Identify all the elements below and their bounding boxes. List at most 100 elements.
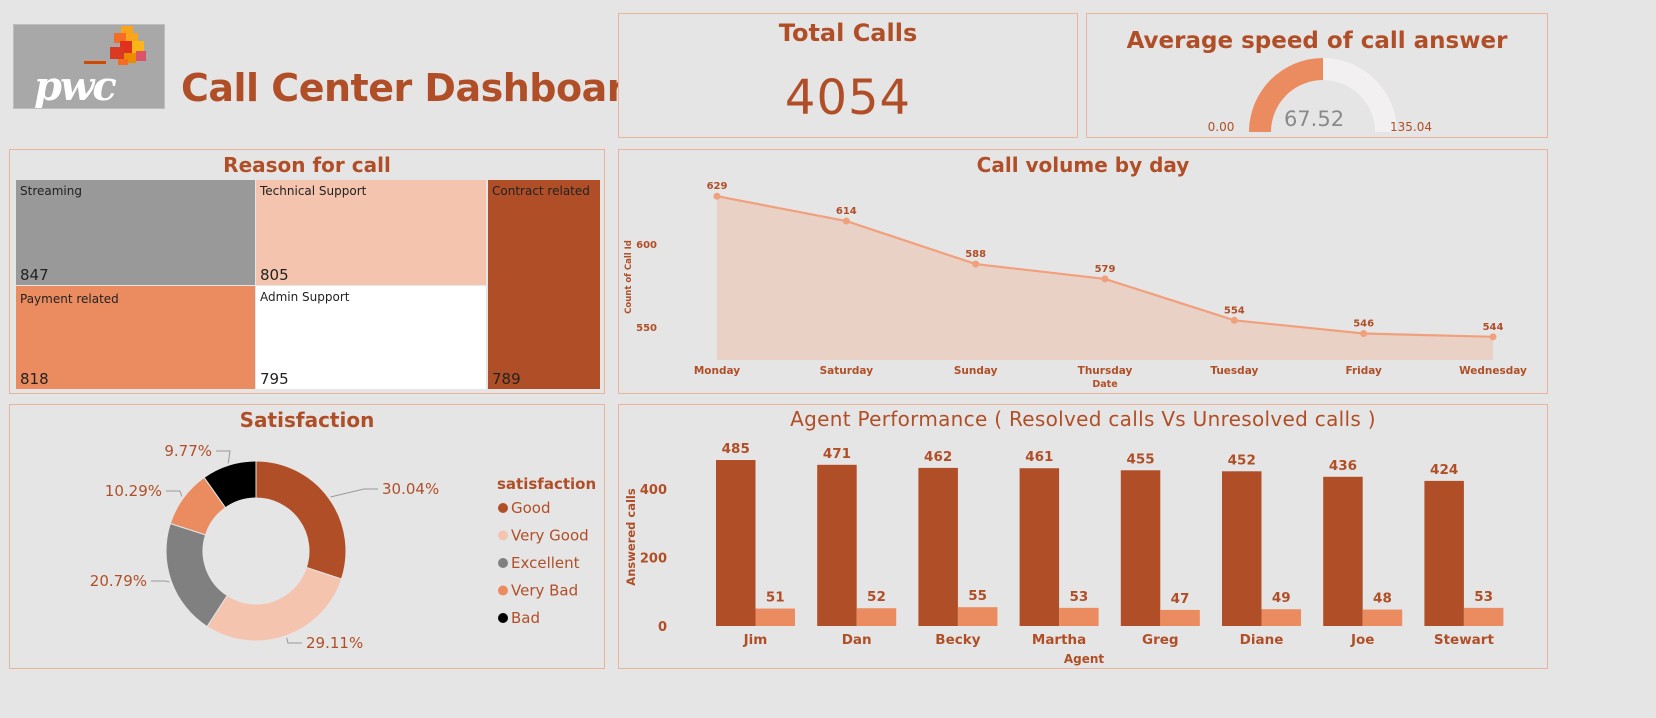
bar (1424, 480, 1464, 626)
agent-performance-title: Agent Performance ( Resolved calls Vs Un… (790, 407, 1376, 431)
treemap-tile-technical-support[interactable]: Technical Support 805 (256, 180, 486, 285)
data-point (1360, 330, 1368, 338)
tile-label: Contract related (492, 184, 590, 198)
data-label: 614 (836, 206, 857, 217)
legend-title: satisfaction (497, 475, 596, 493)
treemap-tile-admin-support[interactable]: Admin Support 795 (256, 286, 486, 389)
slice-label: 20.79% (90, 572, 147, 590)
bar-value-label: 49 (1272, 590, 1291, 606)
y-tick-label: 0 (658, 620, 667, 635)
x-tick-label: Thursday (1078, 365, 1133, 377)
bar-value-label: 452 (1228, 452, 1256, 468)
avg-speed-title: Average speed of call answer (1126, 28, 1508, 54)
x-tick-label: Jim (743, 632, 768, 648)
donut-slice (206, 566, 343, 642)
bar (1463, 607, 1504, 626)
bar (1323, 476, 1363, 626)
call-volume-panel: Call volume by day 629 Monday 614 Saturday 5… (618, 149, 1548, 394)
bar-value-label: 48 (1373, 591, 1392, 607)
satisfaction-panel: Satisfaction 30.04% 29.11% 20.79% 10.29% 9.7… (9, 404, 605, 669)
legend-marker (498, 613, 508, 623)
bar (716, 460, 756, 626)
y-tick-label: 600 (636, 240, 657, 251)
total-calls-title: Total Calls (778, 19, 918, 47)
bar-value-label: 461 (1025, 449, 1053, 465)
x-tick-label: Dan (842, 632, 872, 648)
bar (1160, 609, 1200, 626)
data-point (713, 192, 721, 200)
bar (1362, 609, 1403, 626)
bar-value-label: 55 (968, 588, 987, 604)
gauge-value: 67.52 (1284, 107, 1344, 131)
bar-value-label: 51 (766, 590, 785, 606)
data-point (842, 217, 850, 225)
slice-label: 30.04% (382, 480, 439, 498)
treemap-tile-streaming[interactable]: Streaming 847 (16, 180, 255, 285)
leader-line (216, 450, 231, 464)
x-tick-label: Saturday (820, 365, 874, 377)
treemap-tile-contract-related[interactable]: Contract related 789 (488, 180, 600, 389)
slice-label: 10.29% (105, 482, 162, 500)
agent-performance-panel: Agent Performance ( Resolved calls Vs Un… (618, 404, 1548, 669)
bar-value-label: 53 (1069, 589, 1088, 605)
bar-value-label: 47 (1171, 591, 1190, 607)
leader-line (166, 490, 183, 497)
legend-item: Very Good (511, 527, 589, 545)
legend-marker (498, 585, 508, 596)
bar (957, 607, 998, 626)
bar (1120, 470, 1161, 626)
y-tick-label: 550 (636, 323, 657, 334)
gauge-fill (1249, 58, 1323, 132)
logo-text: pwc (34, 63, 117, 109)
bar-value-label: 53 (1474, 589, 1493, 605)
y-tick-label: 200 (640, 552, 667, 567)
satisfaction-title: Satisfaction (239, 408, 375, 432)
legend-item: Excellent (511, 554, 580, 572)
x-tick-label: Sunday (954, 365, 998, 377)
tile-label: Technical Support (260, 184, 367, 198)
x-tick-label: Martha (1032, 632, 1086, 648)
area-fill (717, 196, 1493, 360)
donut-slice (255, 460, 347, 580)
bar (1019, 468, 1060, 626)
data-label: 554 (1224, 305, 1245, 316)
treemap-tile-payment-related[interactable]: Payment related 818 (16, 286, 255, 389)
x-tick-label: Greg (1142, 632, 1179, 648)
bar (1261, 609, 1301, 626)
tile-label: Streaming (20, 184, 82, 198)
legend-marker (498, 503, 508, 513)
data-label: 544 (1483, 322, 1504, 333)
page-title: Call Center Dashboard (181, 66, 652, 110)
x-tick-label: Joe (1350, 632, 1374, 648)
data-point (972, 260, 980, 268)
gauge-min: 0.00 (1208, 120, 1235, 134)
legend-item: Bad (511, 609, 540, 627)
x-tick-label: Diane (1240, 632, 1284, 648)
x-axis-title: Agent (1064, 652, 1105, 666)
tile-label: Payment related (20, 292, 119, 306)
total-calls-value: 4054 (784, 70, 912, 126)
bar-value-label: 485 (722, 441, 750, 457)
slice-label: 29.11% (306, 634, 363, 652)
bar-value-label: 436 (1329, 458, 1357, 474)
satisfaction-donut-chart: 30.04% 29.11% 20.79% 10.29% 9.77% satisfactio… (90, 442, 596, 652)
slice-label: 9.77% (164, 442, 212, 460)
data-label: 629 (707, 181, 728, 192)
bar (1222, 471, 1262, 626)
bar (755, 608, 795, 626)
data-point (1101, 275, 1109, 283)
leader-line (330, 488, 378, 498)
x-tick-label: Monday (694, 365, 740, 377)
reason-panel: Reason for call Streaming 847 Technical … (9, 149, 605, 394)
bar (1059, 607, 1099, 626)
logo-graphic (84, 26, 146, 65)
total-calls-card: Total Calls 4054 (618, 13, 1078, 138)
legend-marker (498, 530, 508, 541)
legend-marker (498, 558, 508, 568)
logo: pwc (13, 24, 165, 109)
data-label: 579 (1095, 264, 1116, 275)
x-tick-label: Tuesday (1210, 365, 1258, 377)
y-tick-label: 400 (640, 483, 667, 498)
bar (856, 608, 897, 626)
y-axis-title: Answered calls (624, 488, 638, 586)
